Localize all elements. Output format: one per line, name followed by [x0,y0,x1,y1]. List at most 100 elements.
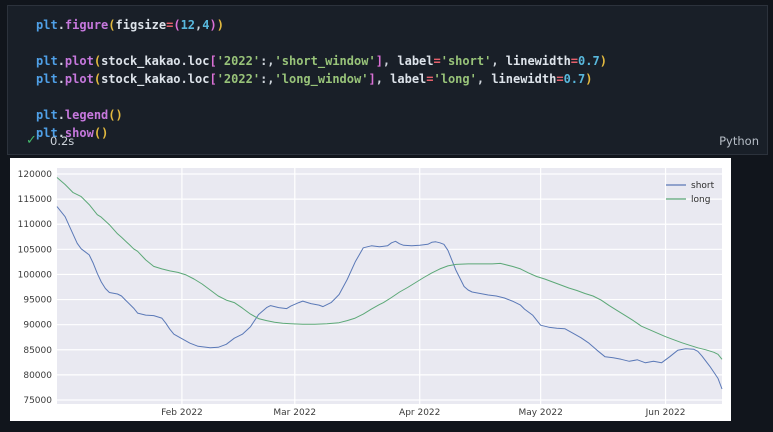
code-token-mod: plt [36,18,58,32]
code-token-br1: ( [93,126,102,140]
y-tick-label: 95000 [23,296,52,306]
x-tick-label: May 2022 [518,408,562,418]
plot-area [57,168,722,404]
code-line: plt.figure(figsize=(12,4)) [36,16,761,34]
code-token-num: 4 [202,18,210,32]
code-token-punct: , [491,54,506,68]
series-line-short [56,206,723,390]
code-token-punct: , [267,54,275,68]
code-token-str: 'short_window' [274,54,376,68]
code-token-br1: ) [216,18,224,32]
code-token-mod: plt [36,72,58,86]
code-token-op: = [570,54,579,68]
y-tick-label: 85000 [23,346,52,356]
code-token-fn: figure [64,18,109,32]
code-token-punct: , [476,72,492,86]
code-token-op: = [556,72,564,86]
code-token-str: 'long' [433,72,477,86]
code-token-id: stock_kakao [101,54,181,68]
code-token-br1: ( [93,54,102,68]
y-tick-label: 120000 [18,170,53,180]
y-tick-label: 100000 [18,270,53,280]
line-chart: 75000 80000 85000 90000 95000 100000 105000 110… [18,168,723,418]
code-token-punct: . [57,72,65,86]
code-token-br2: ) [209,18,217,32]
code-token-br1: ) [115,108,123,122]
code-line: plt.legend() [36,106,761,124]
x-tick-label: Mar 2022 [273,408,316,418]
code-token-br2: ] [375,54,383,68]
x-tick-label: Jun 2022 [645,408,686,418]
code-token-op: = [433,54,441,68]
code-token-str: '2022' [216,54,261,68]
code-line: plt.plot(stock_kakao.loc['2022':,'short_… [36,52,761,70]
success-check-icon: ✓ [26,133,37,148]
y-tick-label: 105000 [18,245,53,255]
code-token-punct: . [57,108,65,122]
y-tick-label: 115000 [18,195,53,205]
code-token-str: 'long_window' [274,72,369,86]
code-token-br1: ( [108,18,116,32]
code-token-str: '2022' [216,72,261,86]
code-token-punct: , [267,72,275,86]
legend-label-short: short [691,181,715,191]
code-token-id: linewidth [491,72,557,86]
code-token-mod: plt [36,54,58,68]
code-line: plt.plot(stock_kakao.loc['2022':,'long_w… [36,70,761,88]
y-tick-label: 75000 [23,396,52,406]
code-token-punct: , [375,72,391,86]
series-line-long [56,177,723,360]
x-tick-label: Feb 2022 [161,408,203,418]
code-token-id: loc [187,72,210,86]
code-token-punct: . [57,126,65,140]
code-token-fn: plot [64,54,94,68]
code-token-mod: plt [36,126,58,140]
language-label[interactable]: Python [719,134,759,148]
code-token-num: 0.7 [578,54,600,68]
x-tick-label: Apr 2022 [399,408,440,418]
legend-label-long: long [691,195,710,205]
code-token-fn: legend [64,108,109,122]
code-token-op: = [426,72,434,86]
code-token-op: = [166,18,174,32]
code-line [36,88,761,106]
code-token-id: label [397,54,434,68]
code-token-br1: ) [585,72,593,86]
code-token-str: 'short' [440,54,492,68]
code-token-id: linewidth [505,54,571,68]
code-editor[interactable]: plt.figure(figsize=(12,4)) plt.plot(stock… [36,16,761,142]
code-token-br2: [ [209,72,217,86]
code-token-id: label [390,72,427,86]
code-token-br1: ( [93,72,102,86]
code-token-num: 0.7 [563,72,586,86]
code-token-id: stock_kakao [101,72,181,86]
code-token-punct: : [260,72,268,86]
code-token-fn: show [64,126,94,140]
code-token-br2: [ [209,54,217,68]
figure-output: 75000 80000 85000 90000 95000 100000 105000 110… [10,158,731,421]
y-tick-label: 110000 [18,220,53,230]
code-token-br2: ] [368,72,376,86]
code-token-br1: ) [599,54,607,68]
code-line: plt.show() [36,124,761,142]
code-token-num: 12 [180,18,196,32]
code-token-br1: ( [108,108,116,122]
code-token-punct: . [180,72,188,86]
execution-time: 0.2s [50,134,75,148]
code-token-mod: plt [36,108,58,122]
code-token-punct: , [382,54,398,68]
code-token-br2: ( [173,18,181,32]
code-token-fn: plot [64,72,94,86]
code-token-punct: . [180,54,188,68]
code-token-id: loc [187,54,210,68]
code-token-punct: . [57,54,65,68]
cell-status-bar: ✓ 0.2s Python [8,130,767,154]
code-token-id: figsize [115,18,167,32]
code-token-punct: : [260,54,268,68]
code-token-punct: , [195,18,203,32]
y-tick-label: 80000 [23,371,52,381]
code-cell: plt.figure(figsize=(12,4)) plt.plot(stock… [7,5,768,155]
code-token-punct: . [57,18,65,32]
y-tick-label: 90000 [23,321,52,331]
code-line [36,34,761,52]
